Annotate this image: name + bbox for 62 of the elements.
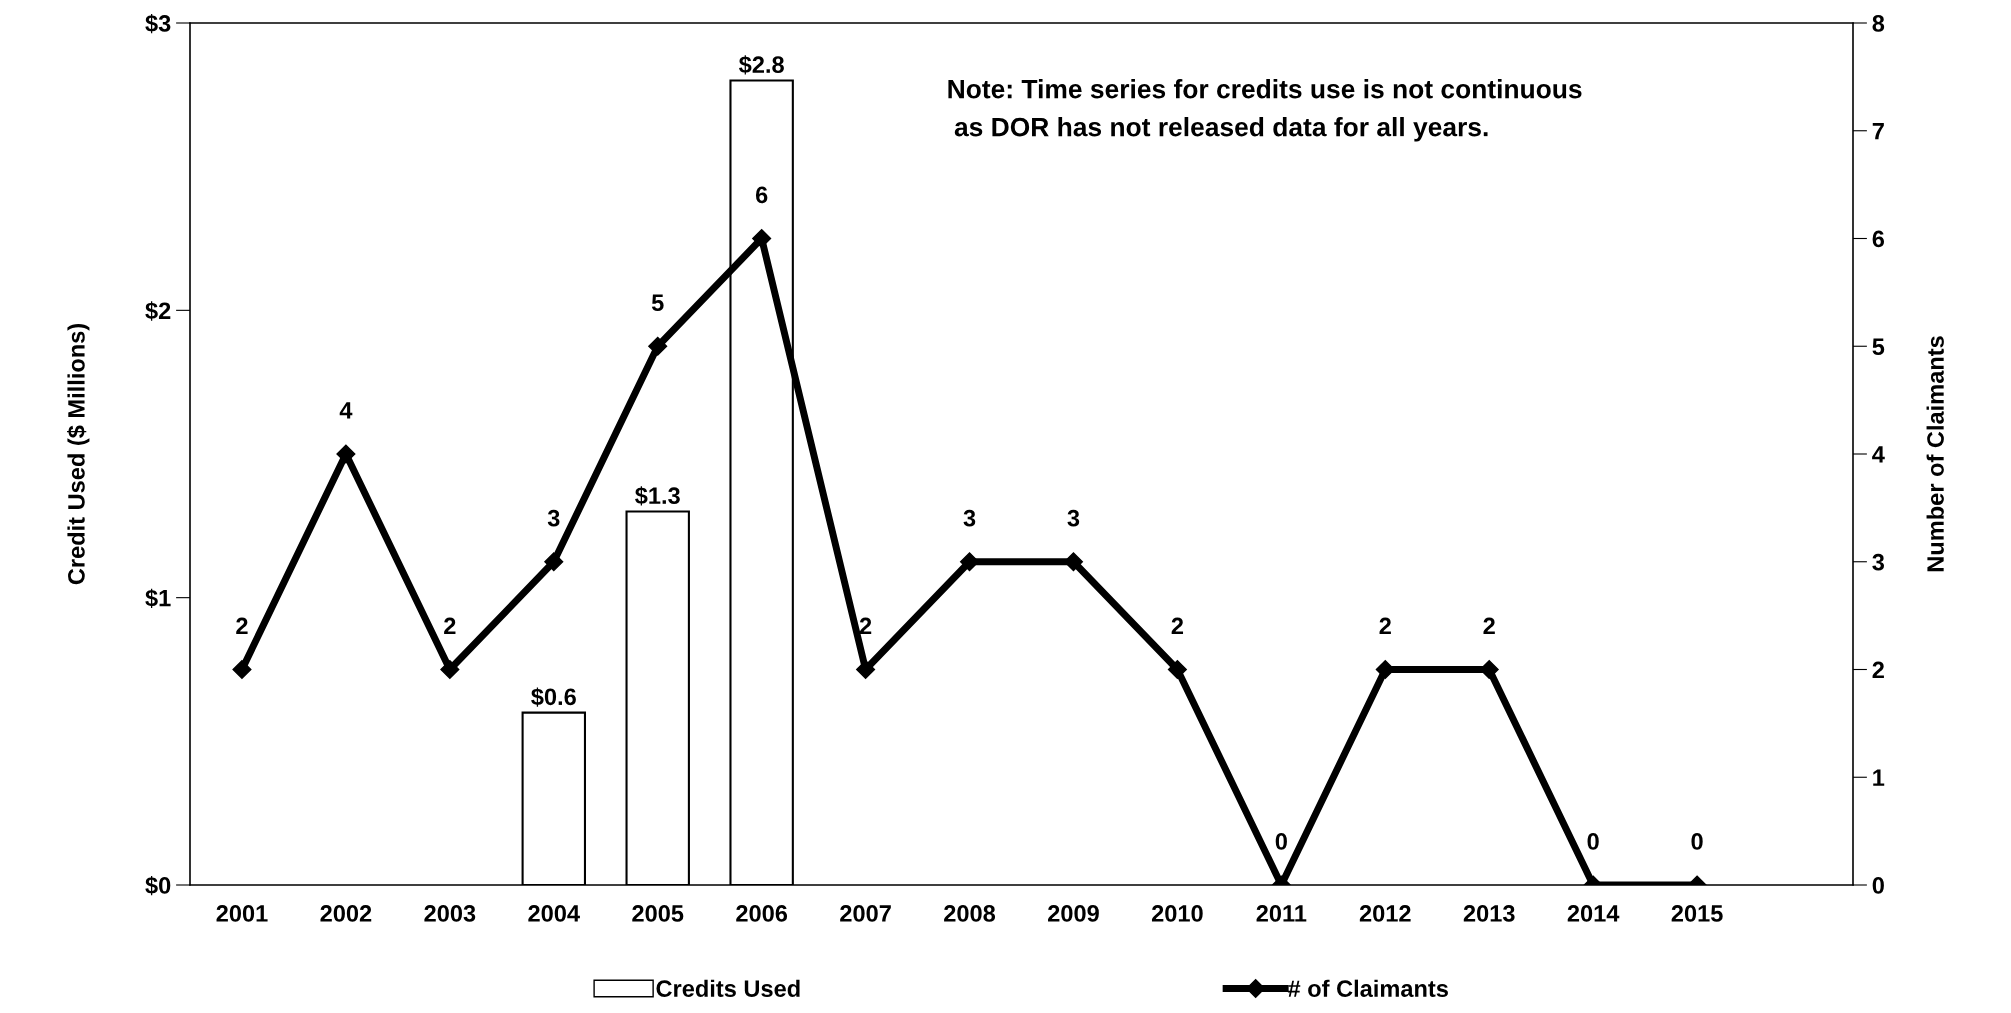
data-label: 2 [1379, 617, 1391, 635]
y-axis-title: Credit Used ($ Millions) [67, 323, 90, 585]
data-label: 2 [859, 617, 872, 635]
x-tick-label: 2009 [1048, 905, 1099, 922]
y2-tick-label: 0 [1872, 877, 1884, 894]
x-tick-label: 2008 [944, 905, 996, 922]
point [232, 659, 252, 680]
data-label: $1.3 [635, 486, 680, 506]
data-label: 6 [755, 186, 768, 204]
y2-tick-label: 2 [1872, 661, 1884, 679]
x-tick-label: 2005 [632, 905, 684, 922]
data-label: 2 [1483, 617, 1495, 635]
point [336, 444, 356, 464]
data-label: 2 [1171, 617, 1184, 635]
x-tick-label: 2007 [840, 905, 891, 922]
x-tick-label: 2013 [1463, 905, 1515, 922]
annotation: Note: Time series for credits use is not continuous as DOR has not released data for all years. [948, 79, 1582, 142]
data-label: 3 [1067, 509, 1080, 527]
point [1167, 659, 1187, 680]
y2-tick-label: 4 [1872, 446, 1885, 463]
point [856, 659, 876, 680]
data-label: 5 [651, 294, 664, 312]
point [440, 659, 460, 680]
point [1063, 552, 1084, 572]
x-tick-label: 2014 [1567, 905, 1620, 922]
legend-label: # of Claimants [1287, 979, 1448, 997]
data-label: 0 [1587, 833, 1599, 850]
y2-tick-label: 3 [1872, 553, 1885, 571]
x-tick-label: 2015 [1671, 905, 1723, 922]
x-tick-label: 2012 [1359, 905, 1411, 922]
y-tick-label: $3 [145, 14, 171, 34]
x-tick-label: 2010 [1151, 905, 1203, 922]
y2-tick-label: 8 [1872, 15, 1885, 32]
y-tick-label: $0 [145, 876, 171, 896]
data-label: $2.8 [738, 55, 784, 75]
data-label: 2 [444, 617, 456, 635]
x-tick-label: 2006 [736, 905, 788, 922]
data-label: 3 [547, 509, 560, 527]
data-label: $0.6 [531, 687, 576, 707]
y2-tick-label: 6 [1872, 230, 1885, 248]
x-tick-label: 2003 [424, 905, 476, 922]
point [1375, 659, 1395, 680]
data-label: 0 [1275, 833, 1287, 850]
y2-axis-title: Number of Claimants [1926, 336, 1944, 572]
point [752, 228, 772, 249]
x-tick-label: 2011 [1256, 905, 1307, 922]
data-label: 4 [339, 402, 353, 419]
legend-label: Credits Used [656, 979, 800, 997]
data-label: 0 [1691, 833, 1703, 850]
x-tick-label: 2004 [528, 905, 580, 922]
y2-tick-label: 1 [1873, 769, 1885, 786]
point [544, 552, 564, 572]
y-tick-label: $2 [145, 301, 171, 321]
point [648, 336, 668, 356]
x-tick-label: 2001 [216, 905, 268, 922]
y2-tick-label: 7 [1872, 123, 1884, 140]
point [959, 552, 980, 572]
y-tick-label: $1 [145, 588, 171, 608]
x-tick-label: 2002 [320, 905, 372, 922]
data-label: 3 [963, 509, 976, 527]
data-label: 2 [236, 617, 248, 635]
y2-tick-label: 5 [1872, 338, 1885, 356]
